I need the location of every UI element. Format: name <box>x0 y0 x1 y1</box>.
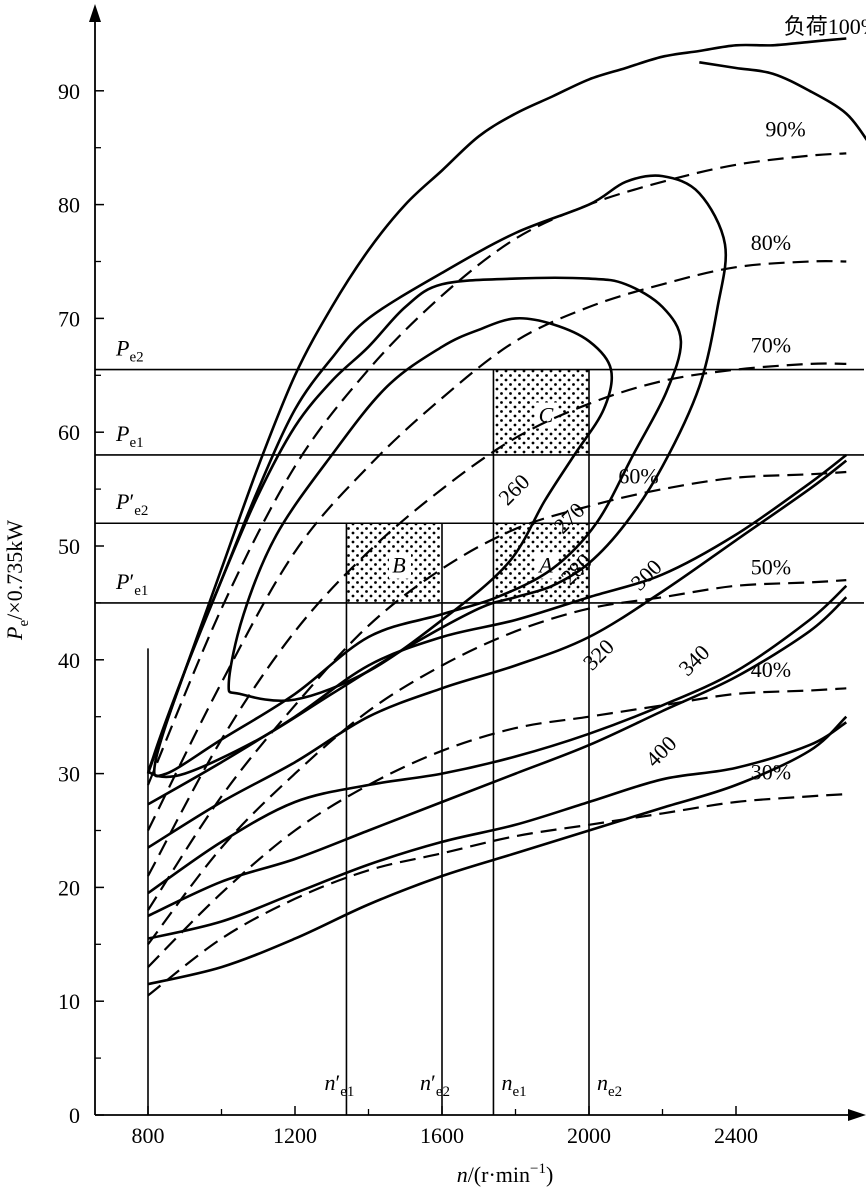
fuel-curve-4 <box>147 459 848 849</box>
fuel-consumption-curves <box>147 61 866 986</box>
load-curve-2 <box>147 260 847 831</box>
y-tick-label-90: 90 <box>58 79 80 104</box>
load-label-2: 80% <box>751 230 791 255</box>
fuel-curve-9 <box>699 61 866 142</box>
fuel-label-300: 300 <box>626 554 667 595</box>
x-tick-label-800: 800 <box>132 1123 165 1148</box>
y-tick-label-0: 0 <box>69 1103 80 1128</box>
operating-regions: ABC <box>346 369 589 603</box>
fuel-curve-5 <box>147 584 848 895</box>
x-tick-label-2400: 2400 <box>714 1123 758 1148</box>
y-axis-label: Pe/×0.735kW <box>2 520 32 641</box>
x-axis-arrow <box>848 1109 866 1121</box>
vline-label-ne1: ne1 <box>501 1070 526 1100</box>
fuel-curve-8 <box>147 596 848 918</box>
y-tick-label-70: 70 <box>58 306 80 331</box>
y-axis-arrow <box>89 4 101 22</box>
fuel-curve-3 <box>147 453 848 806</box>
x-axis-label: n/(r·min−1) <box>457 1161 554 1187</box>
y-tick-label-40: 40 <box>58 648 80 673</box>
vline-label-ne2-prime: n′e2 <box>420 1070 450 1100</box>
load-label-5: 50% <box>751 554 791 579</box>
load-label-6: 40% <box>751 657 791 682</box>
y-tick-label-80: 80 <box>58 193 80 218</box>
y-tick-label-30: 30 <box>58 762 80 787</box>
fuel-curve-1 <box>152 276 683 778</box>
axes: 800 1200 1600 2000 2400 0 10 20 30 40 50 60 70 80 90 n/… <box>2 4 866 1187</box>
load-curve-0 <box>146 37 847 775</box>
load-label-1: 90% <box>765 116 805 141</box>
vline-label-ne1-prime: n′e1 <box>324 1070 354 1100</box>
fuel-label-400: 400 <box>640 731 681 772</box>
fuel-curve-2 <box>147 174 728 779</box>
y-tick-label-60: 60 <box>58 420 80 445</box>
fuel-curve-7 <box>147 715 848 986</box>
reference-lines: Pe2 Pe1 P′e2 P′e1 n′e1 n′e2 ne1 ne2 <box>95 336 864 1115</box>
vline-label-ne2: ne2 <box>597 1070 622 1100</box>
load-curve-4 <box>147 470 847 911</box>
region-label-c: C <box>539 403 554 428</box>
fuel-label-260: 260 <box>493 469 534 510</box>
x-tick-label-1600: 1600 <box>420 1123 464 1148</box>
y-tick-label-10: 10 <box>58 989 80 1014</box>
y-tick-label-50: 50 <box>58 534 80 559</box>
load-label-3: 70% <box>751 333 791 358</box>
x-tick-label-2000: 2000 <box>567 1123 611 1148</box>
load-curve-5 <box>147 579 847 945</box>
region-label-b: B <box>392 553 405 578</box>
load-curve-1 <box>146 152 847 786</box>
load-curve-3 <box>147 362 847 877</box>
load-curve-6 <box>147 687 847 968</box>
fuel-curve-6 <box>147 721 848 940</box>
fuel-label-340: 340 <box>673 640 714 681</box>
hline-label-Pe1: Pe1 <box>115 421 144 451</box>
load-label-7: 30% <box>751 759 791 784</box>
hline-label-Pe2-prime: P′e2 <box>115 489 148 519</box>
load-curves <box>146 37 847 997</box>
load-label-4: 60% <box>618 463 658 488</box>
load-label-0: 负荷100% <box>784 14 866 39</box>
x-tick-label-1200: 1200 <box>273 1123 317 1148</box>
hline-label-Pe1-prime: P′e1 <box>115 569 148 599</box>
y-tick-label-20: 20 <box>58 875 80 900</box>
hline-label-Pe2: Pe2 <box>115 336 144 366</box>
